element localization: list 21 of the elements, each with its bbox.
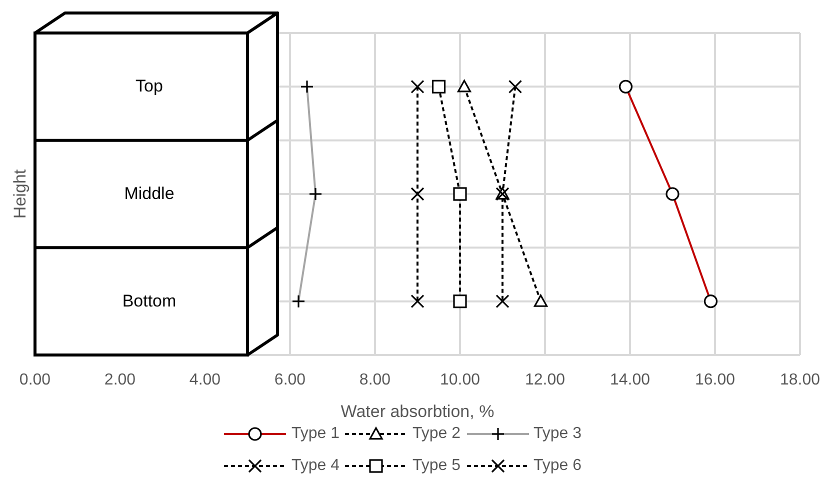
x-tick-label: 0.00 <box>19 371 51 388</box>
x-tick-label: 10.00 <box>440 371 480 388</box>
x-tick-label: 18.00 <box>780 371 820 388</box>
legend-label: Type 4 <box>291 457 340 475</box>
x-tick-label: 12.00 <box>524 371 566 388</box>
y-tick-label: Middle <box>124 184 174 203</box>
x-tick-label: 16.00 <box>694 371 736 388</box>
legend-label: Type 1 <box>291 425 340 443</box>
y-axis-title: Height <box>10 169 30 219</box>
legend-label: Type 3 <box>534 425 582 443</box>
y-tick-label: Bottom <box>122 291 176 310</box>
x-tick-label: 8.00 <box>359 371 391 388</box>
x-tick-label: 2.00 <box>104 371 136 388</box>
legend-label: Type 6 <box>534 457 582 475</box>
x-axis-title: Water absorbtion, % <box>340 402 494 421</box>
x-tick-label: 6.00 <box>274 371 306 388</box>
legend-label: Type 2 <box>412 425 461 443</box>
x-tick-label: 4.00 <box>189 371 221 388</box>
legend-label: Type 5 <box>412 457 461 475</box>
y-tick-label: Top <box>136 76 163 96</box>
x-tick-label: 14.00 <box>610 371 650 388</box>
